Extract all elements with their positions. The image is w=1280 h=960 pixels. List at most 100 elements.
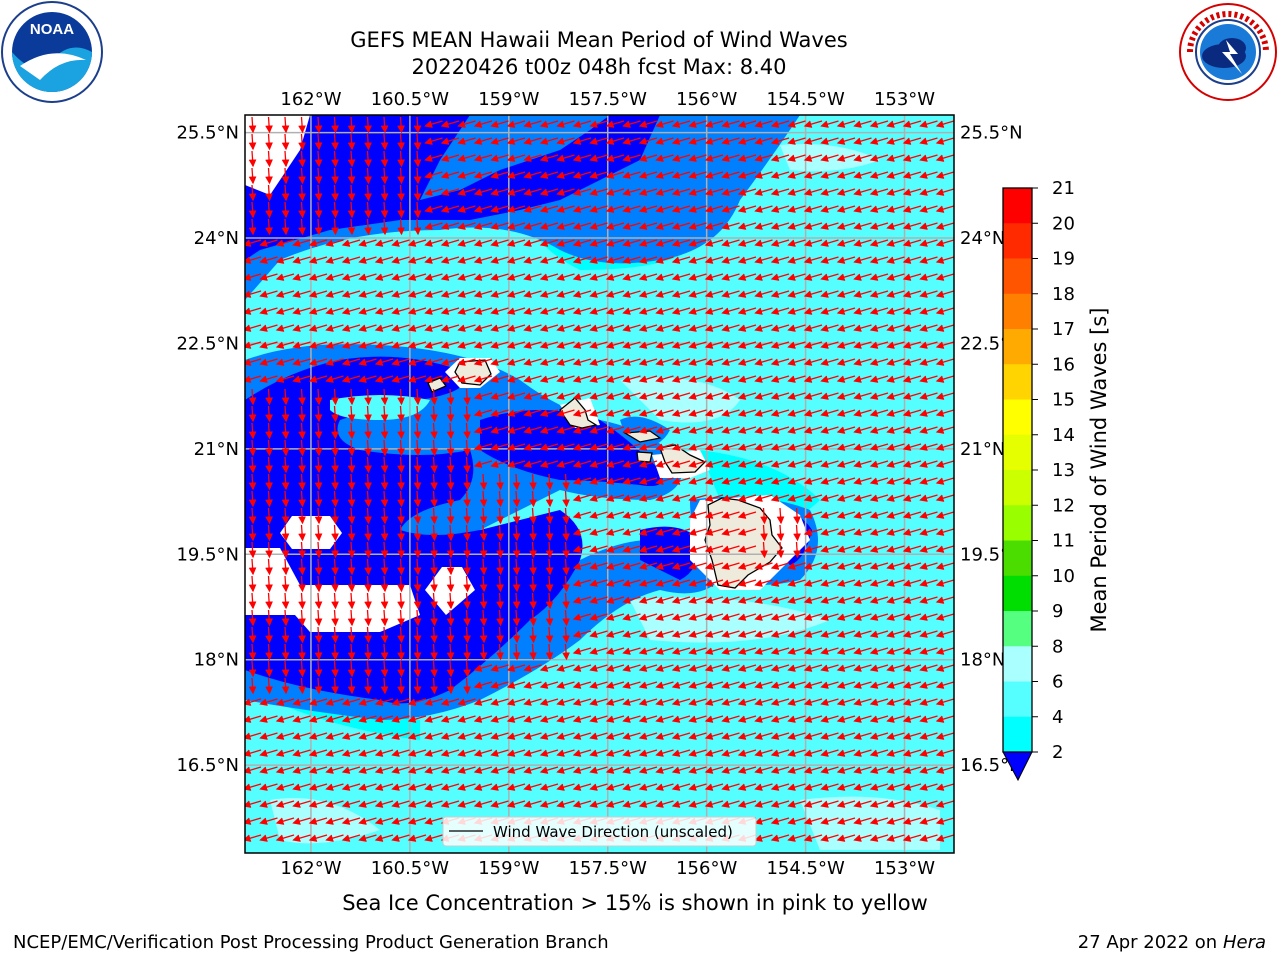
wave-direction-arrow bbox=[292, 290, 311, 298]
wave-direction-arrow bbox=[919, 358, 938, 366]
wave-direction-arrow bbox=[325, 256, 344, 264]
wave-direction-arrow bbox=[803, 307, 823, 315]
wave-direction-arrow bbox=[869, 256, 889, 264]
wave-direction-arrow bbox=[919, 256, 938, 264]
wave-direction-arrow bbox=[754, 120, 773, 128]
wave-direction-arrow bbox=[424, 307, 443, 315]
wave-direction-arrow bbox=[836, 171, 856, 179]
wave-direction-arrow bbox=[770, 307, 790, 315]
wave-direction-arrow bbox=[589, 154, 608, 162]
wave-direction-arrow bbox=[539, 205, 559, 213]
wave-direction-arrow bbox=[688, 375, 707, 383]
wave-direction-arrow bbox=[803, 188, 823, 196]
wave-direction-arrow bbox=[869, 290, 889, 298]
wave-direction-arrow bbox=[803, 256, 823, 264]
wave-direction-arrow bbox=[853, 341, 872, 349]
wave-direction-arrow bbox=[245, 273, 262, 281]
wave-direction-arrow bbox=[605, 171, 625, 179]
wave-direction-arrow bbox=[902, 222, 922, 230]
wave-direction-arrow bbox=[473, 256, 493, 264]
wave-direction-arrow bbox=[902, 307, 922, 315]
wave-direction-arrow bbox=[671, 137, 691, 145]
colorbar-bin bbox=[1003, 646, 1032, 682]
wave-direction-arrow bbox=[622, 273, 641, 281]
wave-direction-arrow bbox=[539, 324, 559, 332]
map-legend: Wind Wave Direction (unscaled) bbox=[442, 816, 757, 847]
wave-direction-arrow bbox=[473, 239, 493, 247]
wave-direction-arrow bbox=[457, 256, 476, 264]
wave-direction-arrow bbox=[572, 120, 592, 128]
wave-direction-arrow bbox=[655, 188, 674, 196]
wave-direction-arrow bbox=[902, 120, 922, 128]
wave-direction-arrow bbox=[770, 239, 790, 247]
latitude-label: 21°N bbox=[960, 439, 1005, 460]
wave-direction-arrow bbox=[473, 205, 493, 213]
wave-direction-arrow bbox=[440, 205, 460, 213]
wave-direction-arrow bbox=[721, 222, 740, 230]
longitude-label: 162°W bbox=[280, 858, 341, 879]
wave-direction-arrow bbox=[836, 154, 856, 162]
wave-direction-arrow bbox=[292, 239, 311, 247]
wave-direction-arrow bbox=[314, 218, 323, 236]
wave-direction-arrow bbox=[655, 273, 674, 281]
wave-direction-arrow bbox=[413, 150, 422, 168]
wave-direction-arrow bbox=[721, 341, 740, 349]
wave-direction-arrow bbox=[671, 188, 691, 196]
wave-direction-arrow bbox=[506, 120, 526, 128]
wave-direction-arrow bbox=[490, 188, 509, 196]
wave-direction-arrow bbox=[259, 256, 278, 264]
wave-direction-arrow bbox=[397, 116, 405, 134]
wave-direction-arrow bbox=[245, 375, 262, 383]
wave-direction-arrow bbox=[325, 324, 344, 332]
wave-direction-arrow bbox=[308, 358, 328, 366]
wave-direction-arrow bbox=[341, 290, 361, 298]
longitude-labels-bottom: 162°W 160.5°W 159°W 157.5°W 156°W 154.5°W 153°… bbox=[280, 858, 935, 879]
wave-direction-arrow bbox=[737, 375, 757, 383]
wave-direction-arrow bbox=[440, 324, 460, 332]
wave-direction-arrow bbox=[490, 120, 509, 128]
wave-direction-arrow bbox=[886, 137, 905, 145]
wave-direction-arrow bbox=[919, 137, 938, 145]
wave-direction-arrow bbox=[671, 324, 691, 332]
wave-direction-arrow bbox=[935, 222, 954, 230]
colorbar-label: Mean Period of Wind Waves [s] bbox=[1087, 308, 1111, 633]
wave-direction-arrow bbox=[820, 358, 839, 366]
wave-direction-arrow bbox=[737, 256, 757, 264]
wave-direction-arrow bbox=[787, 239, 806, 247]
wave-direction-arrow bbox=[836, 273, 856, 281]
wave-direction-arrow bbox=[638, 273, 658, 281]
wave-direction-arrow bbox=[655, 137, 674, 145]
wave-direction-arrow bbox=[704, 273, 724, 281]
wave-direction-arrow bbox=[803, 137, 823, 145]
wave-direction-arrow bbox=[589, 205, 608, 213]
wave-direction-arrow bbox=[281, 218, 290, 236]
wave-direction-arrow bbox=[820, 171, 839, 179]
wave-direction-arrow bbox=[364, 167, 372, 185]
wave-direction-arrow bbox=[853, 222, 872, 230]
wave-direction-arrow bbox=[391, 341, 410, 349]
wave-direction-arrow bbox=[671, 120, 691, 128]
wave-direction-arrow bbox=[919, 239, 938, 247]
wave-direction-arrow bbox=[869, 273, 889, 281]
wave-direction-arrow bbox=[902, 375, 922, 383]
wave-direction-arrow bbox=[556, 341, 575, 349]
wave-direction-arrow bbox=[523, 324, 542, 332]
wave-direction-arrow bbox=[245, 256, 262, 264]
wave-direction-arrow bbox=[869, 154, 889, 162]
wave-direction-arrow bbox=[721, 256, 740, 264]
wave-direction-arrow bbox=[347, 218, 356, 236]
wave-direction-arrow bbox=[572, 324, 592, 332]
colorbar-tick-label: 16 bbox=[1052, 354, 1075, 375]
wave-direction-arrow bbox=[704, 188, 724, 196]
wave-direction-arrow bbox=[374, 273, 394, 281]
wave-direction-arrow bbox=[935, 256, 954, 264]
wave-direction-arrow bbox=[869, 222, 889, 230]
wave-direction-arrow bbox=[836, 290, 856, 298]
wave-direction-arrow bbox=[836, 341, 856, 349]
wave-direction-arrow bbox=[704, 307, 724, 315]
wave-direction-arrow bbox=[265, 388, 273, 406]
wave-direction-arrow bbox=[380, 167, 389, 185]
wave-direction-arrow bbox=[935, 358, 954, 366]
wave-direction-arrow bbox=[374, 375, 394, 383]
wave-direction-arrow bbox=[413, 388, 422, 406]
